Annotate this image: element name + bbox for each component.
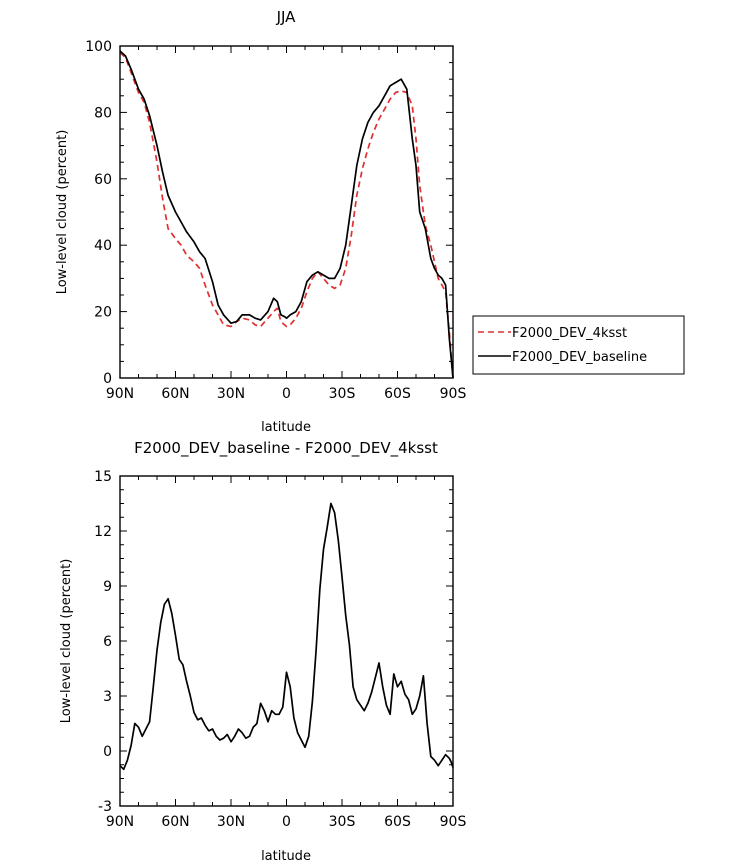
top-chart-ticks (119, 45, 454, 379)
x-tick-label: 90N (106, 814, 134, 830)
bottom-chart-frame (119, 475, 454, 807)
bottom-chart-ylabel: Low-level cloud (percent) (59, 559, 74, 724)
x-tick-label: 30N (217, 814, 245, 830)
x-tick-label: 90S (440, 386, 467, 402)
top-chart-panel: JJA latitude Low-level cloud (percent) 9… (55, 8, 466, 435)
series-line (119, 50, 454, 379)
y-tick-label: 0 (103, 371, 112, 387)
y-tick-label: -3 (98, 799, 112, 815)
top-chart-title: JJA (276, 8, 297, 26)
bottom-chart-title: F2000_DEV_baseline - F2000_DEV_4ksst (134, 439, 438, 458)
bottom-chart-panel: F2000_DEV_baseline - F2000_DEV_4ksst lat… (59, 439, 466, 864)
x-tick-label: 30S (329, 386, 356, 402)
bottom-chart-series (119, 502, 454, 771)
series-line (119, 51, 454, 379)
y-tick-label: 3 (103, 689, 112, 705)
y-tick-label: 80 (94, 105, 112, 121)
bottom-chart-tick-labels: 90N 60N 30N 0 30S 60S 90S -3 0 3 6 9 12 15 (94, 469, 466, 830)
y-tick-label: 100 (85, 39, 112, 55)
y-tick-label: 0 (103, 744, 112, 760)
top-chart-xlabel: latitude (261, 420, 311, 435)
y-tick-label: 9 (103, 579, 112, 595)
top-chart-series (119, 50, 454, 379)
x-tick-label: 30S (329, 814, 356, 830)
top-chart-ylabel: Low-level cloud (percent) (55, 130, 70, 295)
x-tick-label: 0 (282, 386, 291, 402)
y-tick-label: 15 (94, 469, 112, 485)
top-chart-tick-labels: 90N 60N 30N 0 30S 60S 90S 0 20 40 60 80 100 (85, 39, 466, 402)
legend-label-4ksst: F2000_DEV_4ksst (512, 326, 627, 341)
y-tick-label: 20 (94, 305, 112, 321)
series-line (119, 502, 454, 771)
x-tick-label: 90S (440, 814, 467, 830)
x-tick-label: 60N (161, 814, 189, 830)
legend-label-baseline: F2000_DEV_baseline (512, 350, 647, 365)
x-tick-label: 60S (384, 814, 411, 830)
x-tick-label: 90N (106, 386, 134, 402)
y-tick-label: 12 (94, 524, 112, 540)
legend: F2000_DEV_4ksst F2000_DEV_baseline (472, 315, 685, 375)
x-tick-label: 30N (217, 386, 245, 402)
x-tick-label: 0 (282, 814, 291, 830)
bottom-chart-ticks (119, 475, 454, 807)
y-tick-label: 40 (94, 238, 112, 254)
y-tick-label: 6 (103, 634, 112, 650)
y-tick-label: 60 (94, 172, 112, 188)
bottom-chart-xlabel: latitude (261, 849, 311, 864)
top-chart-frame (119, 45, 454, 379)
legend-box (472, 315, 685, 375)
x-tick-label: 60N (161, 386, 189, 402)
x-tick-label: 60S (384, 386, 411, 402)
